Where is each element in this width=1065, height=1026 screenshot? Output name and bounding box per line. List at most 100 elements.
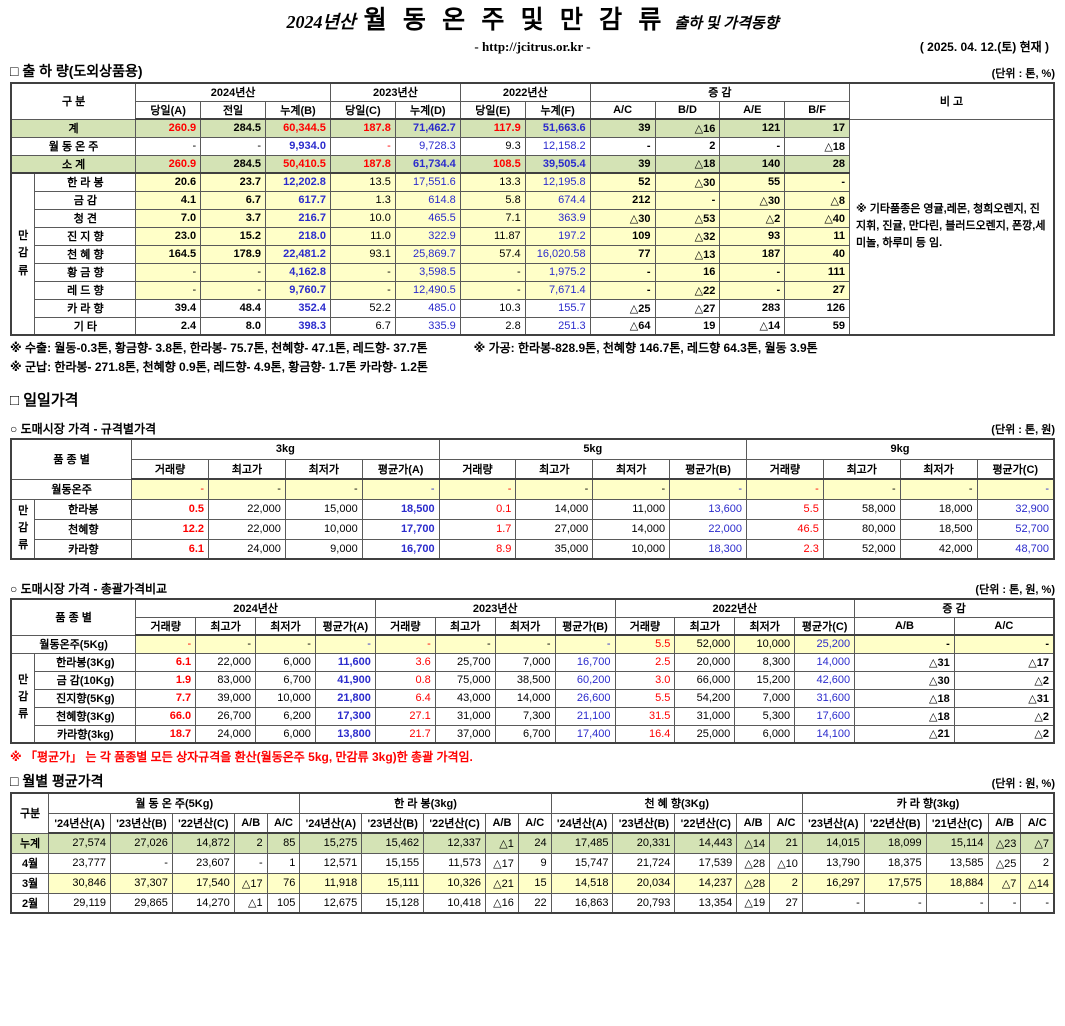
column-header: B/D [654,100,721,120]
data-cell: 15.2 [200,226,266,246]
data-cell: 7.1 [459,208,526,228]
data-cell: 614.8 [394,190,461,210]
data-cell: △27 [654,298,721,318]
column-header: 평균가(A) [361,458,440,480]
data-cell: △16 [654,118,721,138]
data-cell: - [110,852,173,874]
data-cell: 17,551.6 [394,172,461,192]
data-cell: 20,000 [674,652,736,672]
data-cell: 52.2 [329,298,396,318]
data-cell: 35,000 [515,538,594,560]
table-row: 금 감(10Kg) 1.9 83,000 6,700 41,900 0.8 75,000 38… [11,670,1055,690]
data-cell: 23,777 [48,852,112,874]
data-cell: - [822,478,901,500]
data-cell: 16,700 [361,538,440,560]
data-cell: 465.5 [394,208,461,228]
remarks-cell: ※ 기타품종은 영귤,레몬, 청희오렌지, 진지휘, 진귤, 만다린, 블러드오… [849,118,1055,336]
daily-sub-title: ○ 도매시장 가격 - 규격별가격 [10,422,157,436]
data-cell: 11 [784,226,851,246]
table-row: 누계 27,574 27,026 14,872 2 85 15,275 15,462 12,33… [10,832,1055,854]
data-cell: △7 [1020,832,1055,854]
row-label: 레 드 향 [34,280,137,300]
table-row: 계 260.9 284.5 60,344.5 187.8 71,462.7 117.9 51,… [10,118,1055,336]
data-cell: 77 [589,244,656,264]
data-cell: 17,539 [674,852,738,874]
daily-unit-label: (단위 : 톤, 원) [991,424,1055,436]
data-cell: - [135,280,202,300]
data-cell: △22 [654,280,721,300]
data-cell: 10,326 [423,872,486,894]
data-cell: 39.4 [135,298,202,318]
data-cell: - [284,478,363,500]
data-cell: 39 [589,154,656,174]
data-cell: - [135,136,202,156]
data-cell: - [361,478,440,500]
data-cell: 23,607 [171,852,235,874]
data-cell: 7,000 [734,688,796,708]
data-cell: 17 [784,118,851,138]
column-header: '23년산(A) [801,812,865,834]
column-header: 최저가 [494,616,556,636]
data-cell: 24 [517,832,552,854]
data-cell: 19 [654,316,721,336]
row-label: 월동온주(5Kg) [10,634,137,654]
data-cell: 60,200 [554,670,616,690]
data-cell: - [200,262,266,282]
column-header: 최저가 [592,458,671,480]
data-cell: 18,300 [669,538,747,560]
data-cell: 93 [719,226,786,246]
data-cell: 42,000 [899,538,978,560]
table-row: 기 타 2.4 8.0 398.3 6.7 335.9 2.8 251.3 △64 19 △14 59 [11,316,1054,336]
data-cell: 85 [266,832,301,854]
column-group-header: 한 라 봉(3kg) [299,792,552,814]
row-label: 2월 [10,892,50,914]
data-cell: 4.1 [135,190,202,210]
column-header: '24년산(A) [48,812,112,834]
data-cell: 14,100 [794,724,856,744]
processing-note: ※ 가공: 한라봉-828.9톤, 천혜향 146.7톤, 레드향 64.3톤,… [473,341,818,355]
data-cell: - [654,190,721,210]
row-label: 한라봉(3Kg) [34,652,137,672]
row-label: 카 라 향 [34,298,137,318]
data-cell: 21,100 [554,706,616,726]
column-header: 누계(B) [265,100,331,120]
data-cell: 6.7 [200,190,266,210]
data-cell: 10,000 [734,634,796,654]
data-cell: 27 [769,892,803,914]
data-cell: 1,975.2 [524,262,591,282]
data-cell: 27,574 [48,832,112,854]
data-cell: 15 [517,872,552,894]
data-cell: - [801,892,865,914]
data-cell: 23.0 [135,226,202,246]
data-cell: 13,585 [925,852,989,874]
data-cell: 13,800 [314,724,376,744]
column-header: 최저가 [899,458,978,480]
data-cell: 14,270 [171,892,235,914]
column-header: 최고가 [195,616,257,636]
data-cell: 12,337 [423,832,486,854]
data-cell: △17 [233,872,268,894]
data-cell: △10 [769,852,803,874]
data-cell: 0.5 [131,498,210,520]
data-cell: △21 [485,872,519,894]
data-cell: △21 [854,724,955,744]
data-cell: 13.3 [459,172,526,192]
data-cell: 13,790 [801,852,865,874]
data-cell: 66,000 [674,670,736,690]
data-cell: 52,700 [976,518,1055,540]
data-cell: 6,000 [255,652,316,672]
data-cell: - [719,136,786,156]
data-cell: 54,200 [674,688,736,708]
data-cell: 26,700 [195,706,257,726]
data-cell: 55 [719,172,786,192]
column-header: 평균가(A) [314,616,376,636]
data-cell: - [233,852,268,874]
data-cell: 218.0 [265,226,331,246]
column-header: '23년산(B) [110,812,173,834]
data-cell: - [200,136,266,156]
row-label: 천 혜 향 [34,244,137,264]
column-header: '24년산(A) [299,812,363,834]
site-url-link[interactable]: - http://jcitrus.or.kr - [474,39,591,54]
data-cell: 57.4 [459,244,526,264]
